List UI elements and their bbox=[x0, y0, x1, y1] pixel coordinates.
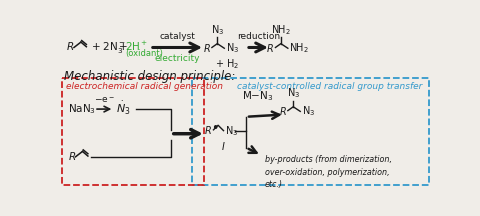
Text: R: R bbox=[267, 44, 274, 54]
Text: N$_3$: N$_3$ bbox=[302, 105, 315, 118]
Text: R: R bbox=[67, 43, 74, 52]
Text: Mechanistic design principle:: Mechanistic design principle: bbox=[64, 70, 235, 83]
Text: N$_3$: N$_3$ bbox=[225, 124, 238, 138]
Text: N$_3$: N$_3$ bbox=[211, 23, 224, 37]
Text: R: R bbox=[279, 107, 286, 117]
Text: by-products (from dimerization,
over-oxidation, polymerization,
etc.): by-products (from dimerization, over-oxi… bbox=[264, 155, 392, 189]
Text: I: I bbox=[221, 142, 224, 152]
Text: N$_3$: N$_3$ bbox=[287, 86, 300, 100]
Text: 2H$^+$: 2H$^+$ bbox=[125, 40, 148, 53]
Text: R: R bbox=[204, 44, 210, 54]
Text: M$-$N$_3$: M$-$N$_3$ bbox=[242, 89, 274, 103]
Text: NaN$_3$: NaN$_3$ bbox=[68, 102, 96, 116]
Text: + 2N$_3^-$: + 2N$_3^-$ bbox=[91, 40, 126, 55]
Text: catalyst: catalyst bbox=[159, 32, 195, 41]
Text: R: R bbox=[68, 152, 75, 162]
Text: NH$_2$: NH$_2$ bbox=[289, 41, 309, 55]
Text: electricity: electricity bbox=[154, 54, 200, 63]
Text: + H$_2$: + H$_2$ bbox=[215, 57, 240, 70]
Text: $-$e$^-$: $-$e$^-$ bbox=[94, 96, 115, 105]
Text: •: • bbox=[211, 122, 219, 135]
Text: catalyst-controlled radical group transfer: catalyst-controlled radical group transf… bbox=[237, 82, 422, 91]
Text: electrochemical radical generation: electrochemical radical generation bbox=[66, 82, 223, 91]
Text: R: R bbox=[205, 126, 212, 137]
Text: $\dot{N}_3$: $\dot{N}_3$ bbox=[116, 100, 131, 117]
Text: NH$_2$: NH$_2$ bbox=[271, 23, 291, 37]
Text: N$_3$: N$_3$ bbox=[226, 41, 239, 55]
Text: reduction: reduction bbox=[237, 32, 280, 41]
Text: (oxidant): (oxidant) bbox=[125, 49, 163, 58]
Text: +: + bbox=[119, 43, 128, 52]
